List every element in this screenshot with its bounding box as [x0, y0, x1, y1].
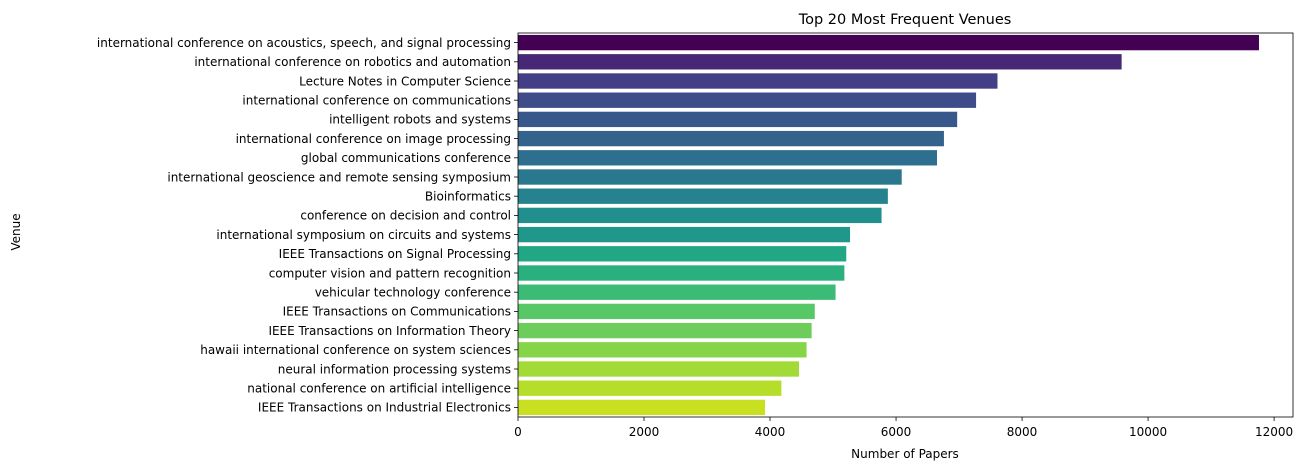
- bar: [518, 207, 882, 224]
- bar: [518, 169, 902, 185]
- bars-group: [518, 34, 1259, 416]
- y-tick-label: global communications conference: [301, 151, 511, 165]
- bar: [518, 111, 958, 128]
- y-tick-label: intelligent robots and systems: [329, 113, 511, 127]
- y-tick-label: computer vision and pattern recognition: [269, 266, 511, 280]
- bar: [518, 284, 836, 300]
- y-tick-label: national conference on artificial intell…: [247, 382, 511, 396]
- y-tick-label: vehicular technology conference: [315, 286, 511, 300]
- y-axis-label: Venue: [9, 213, 23, 250]
- bar: [518, 73, 998, 89]
- x-tick-label: 6000: [881, 425, 912, 439]
- chart-title: Top 20 Most Frequent Venues: [798, 12, 1012, 28]
- bar: [518, 150, 938, 166]
- x-tick-label: 12000: [1255, 425, 1293, 439]
- bar: [518, 361, 800, 377]
- y-tick-label: IEEE Transactions on Industrial Electron…: [258, 401, 511, 415]
- bar: [518, 265, 845, 281]
- bar: [518, 92, 977, 108]
- bar: [518, 380, 782, 396]
- bar: [518, 188, 888, 204]
- y-tick-label: IEEE Transactions on Information Theory: [268, 324, 511, 338]
- x-tick-label: 0: [514, 425, 522, 439]
- y-tick-label: IEEE Transactions on Signal Processing: [279, 247, 511, 261]
- y-tick-label: conference on decision and control: [300, 209, 511, 223]
- y-tick-label: Lecture Notes in Computer Science: [299, 74, 511, 88]
- bar: [518, 130, 944, 147]
- plot-border: [517, 32, 1294, 418]
- bar: [518, 303, 815, 320]
- x-tick-label: 10000: [1129, 425, 1167, 439]
- bar: [518, 34, 1259, 51]
- x-axis-ticks: 0 2000 4000 6000 8000 10000 12000: [514, 417, 1293, 439]
- x-tick-label: 8000: [1007, 425, 1038, 439]
- y-axis-ticks: international conference on acoustics, s…: [97, 36, 518, 415]
- x-tick-label: 2000: [629, 425, 660, 439]
- y-tick-label: hawaii international conference on syste…: [200, 343, 511, 357]
- y-tick-label: international conference on image proces…: [236, 132, 511, 146]
- bar: [518, 399, 765, 416]
- bar: [518, 54, 1122, 70]
- bar: [518, 342, 807, 358]
- y-tick-label: IEEE Transactions on Communications: [283, 305, 511, 319]
- y-tick-label: international conference on acoustics, s…: [97, 36, 511, 50]
- plot-frame: [517, 32, 1294, 418]
- bar: [518, 226, 851, 243]
- bar: [518, 246, 847, 262]
- y-tick-label: international conference on communicatio…: [242, 94, 511, 108]
- y-tick-label: international symposium on circuits and …: [216, 228, 511, 242]
- y-tick-label: international conference on robotics and…: [194, 55, 511, 69]
- y-tick-label: Bioinformatics: [425, 190, 511, 204]
- y-tick-label: neural information processing systems: [278, 362, 511, 376]
- y-tick-label: international geoscience and remote sens…: [167, 170, 511, 184]
- x-axis-label: Number of Papers: [851, 447, 959, 461]
- bar: [518, 322, 812, 339]
- x-tick-label: 4000: [755, 425, 786, 439]
